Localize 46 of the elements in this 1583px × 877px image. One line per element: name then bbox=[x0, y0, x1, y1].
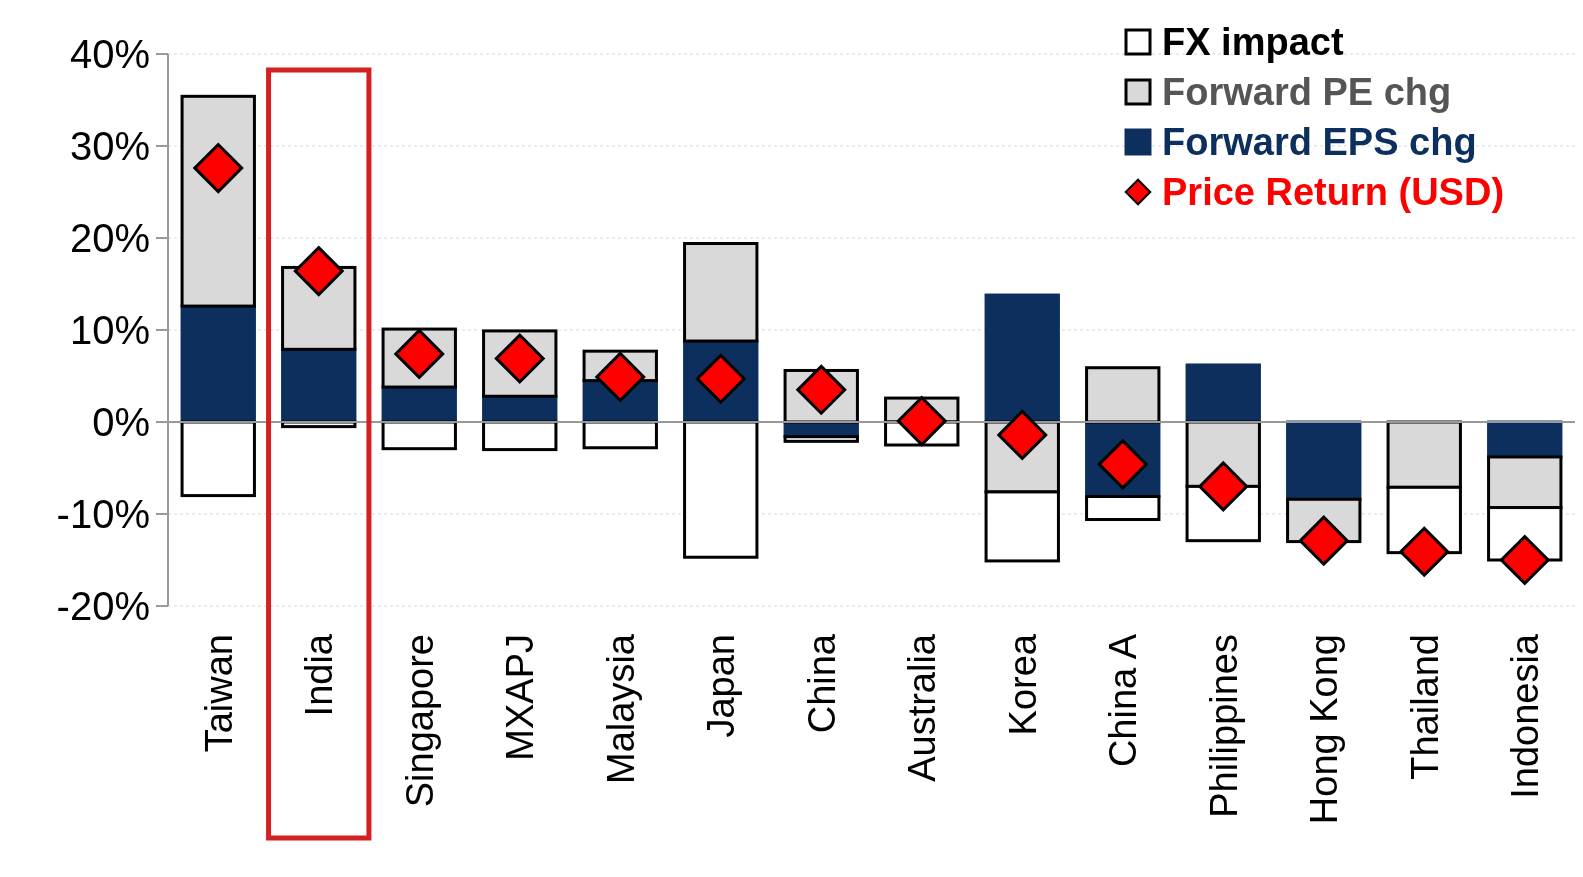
y-tick-label: -10% bbox=[56, 492, 150, 536]
bar bbox=[1085, 366, 1161, 424]
point bbox=[1499, 535, 1550, 585]
point bbox=[896, 396, 947, 447]
x-tick-label: Thailand bbox=[1403, 634, 1446, 780]
bar bbox=[482, 420, 558, 452]
x-tick-label: MXAPJ bbox=[499, 634, 542, 761]
x-tick-label: India bbox=[298, 633, 341, 717]
bar bbox=[984, 293, 1060, 424]
x-tick-label: Indonesia bbox=[1504, 633, 1547, 799]
y-tick-label: 0% bbox=[92, 400, 150, 444]
bar bbox=[1185, 363, 1261, 424]
point bbox=[1198, 461, 1249, 512]
bar bbox=[381, 420, 457, 451]
point bbox=[1399, 526, 1450, 577]
x-tick-label: Australia bbox=[901, 633, 944, 782]
point bbox=[595, 351, 646, 402]
bar bbox=[582, 420, 658, 450]
legend-label: FX impact bbox=[1162, 21, 1344, 64]
bar bbox=[180, 94, 256, 308]
bar bbox=[1085, 495, 1161, 522]
y-tick-label: 20% bbox=[69, 216, 150, 260]
x-tick-label: Hong Kong bbox=[1303, 634, 1346, 825]
legend-label: Forward EPS chg bbox=[1162, 121, 1477, 164]
x-tick-label: Malaysia bbox=[599, 633, 642, 784]
x-tick-label: Taiwan bbox=[197, 634, 240, 753]
x-tick-label: Singapore bbox=[398, 634, 441, 808]
legend-label: Forward PE chg bbox=[1162, 71, 1452, 114]
y-tick-label: 30% bbox=[69, 124, 150, 168]
point bbox=[1298, 515, 1349, 566]
x-tick-label: Korea bbox=[1001, 633, 1044, 736]
y-tick-label: -20% bbox=[56, 584, 150, 628]
bar bbox=[1286, 420, 1362, 501]
y-tick-label: 10% bbox=[69, 308, 150, 352]
x-tick-label: Philippines bbox=[1202, 634, 1245, 818]
y-tick-label: 40% bbox=[69, 32, 150, 76]
bar bbox=[683, 242, 759, 343]
x-tick-label: Japan bbox=[700, 634, 743, 738]
bar bbox=[783, 435, 859, 443]
point bbox=[293, 246, 344, 297]
bar bbox=[180, 420, 256, 498]
bar bbox=[683, 420, 759, 559]
x-tick-label: China bbox=[800, 633, 843, 734]
legend-label: Price Return (USD) bbox=[1162, 171, 1505, 214]
point bbox=[193, 143, 244, 194]
x-tick-label: China A bbox=[1102, 633, 1145, 768]
